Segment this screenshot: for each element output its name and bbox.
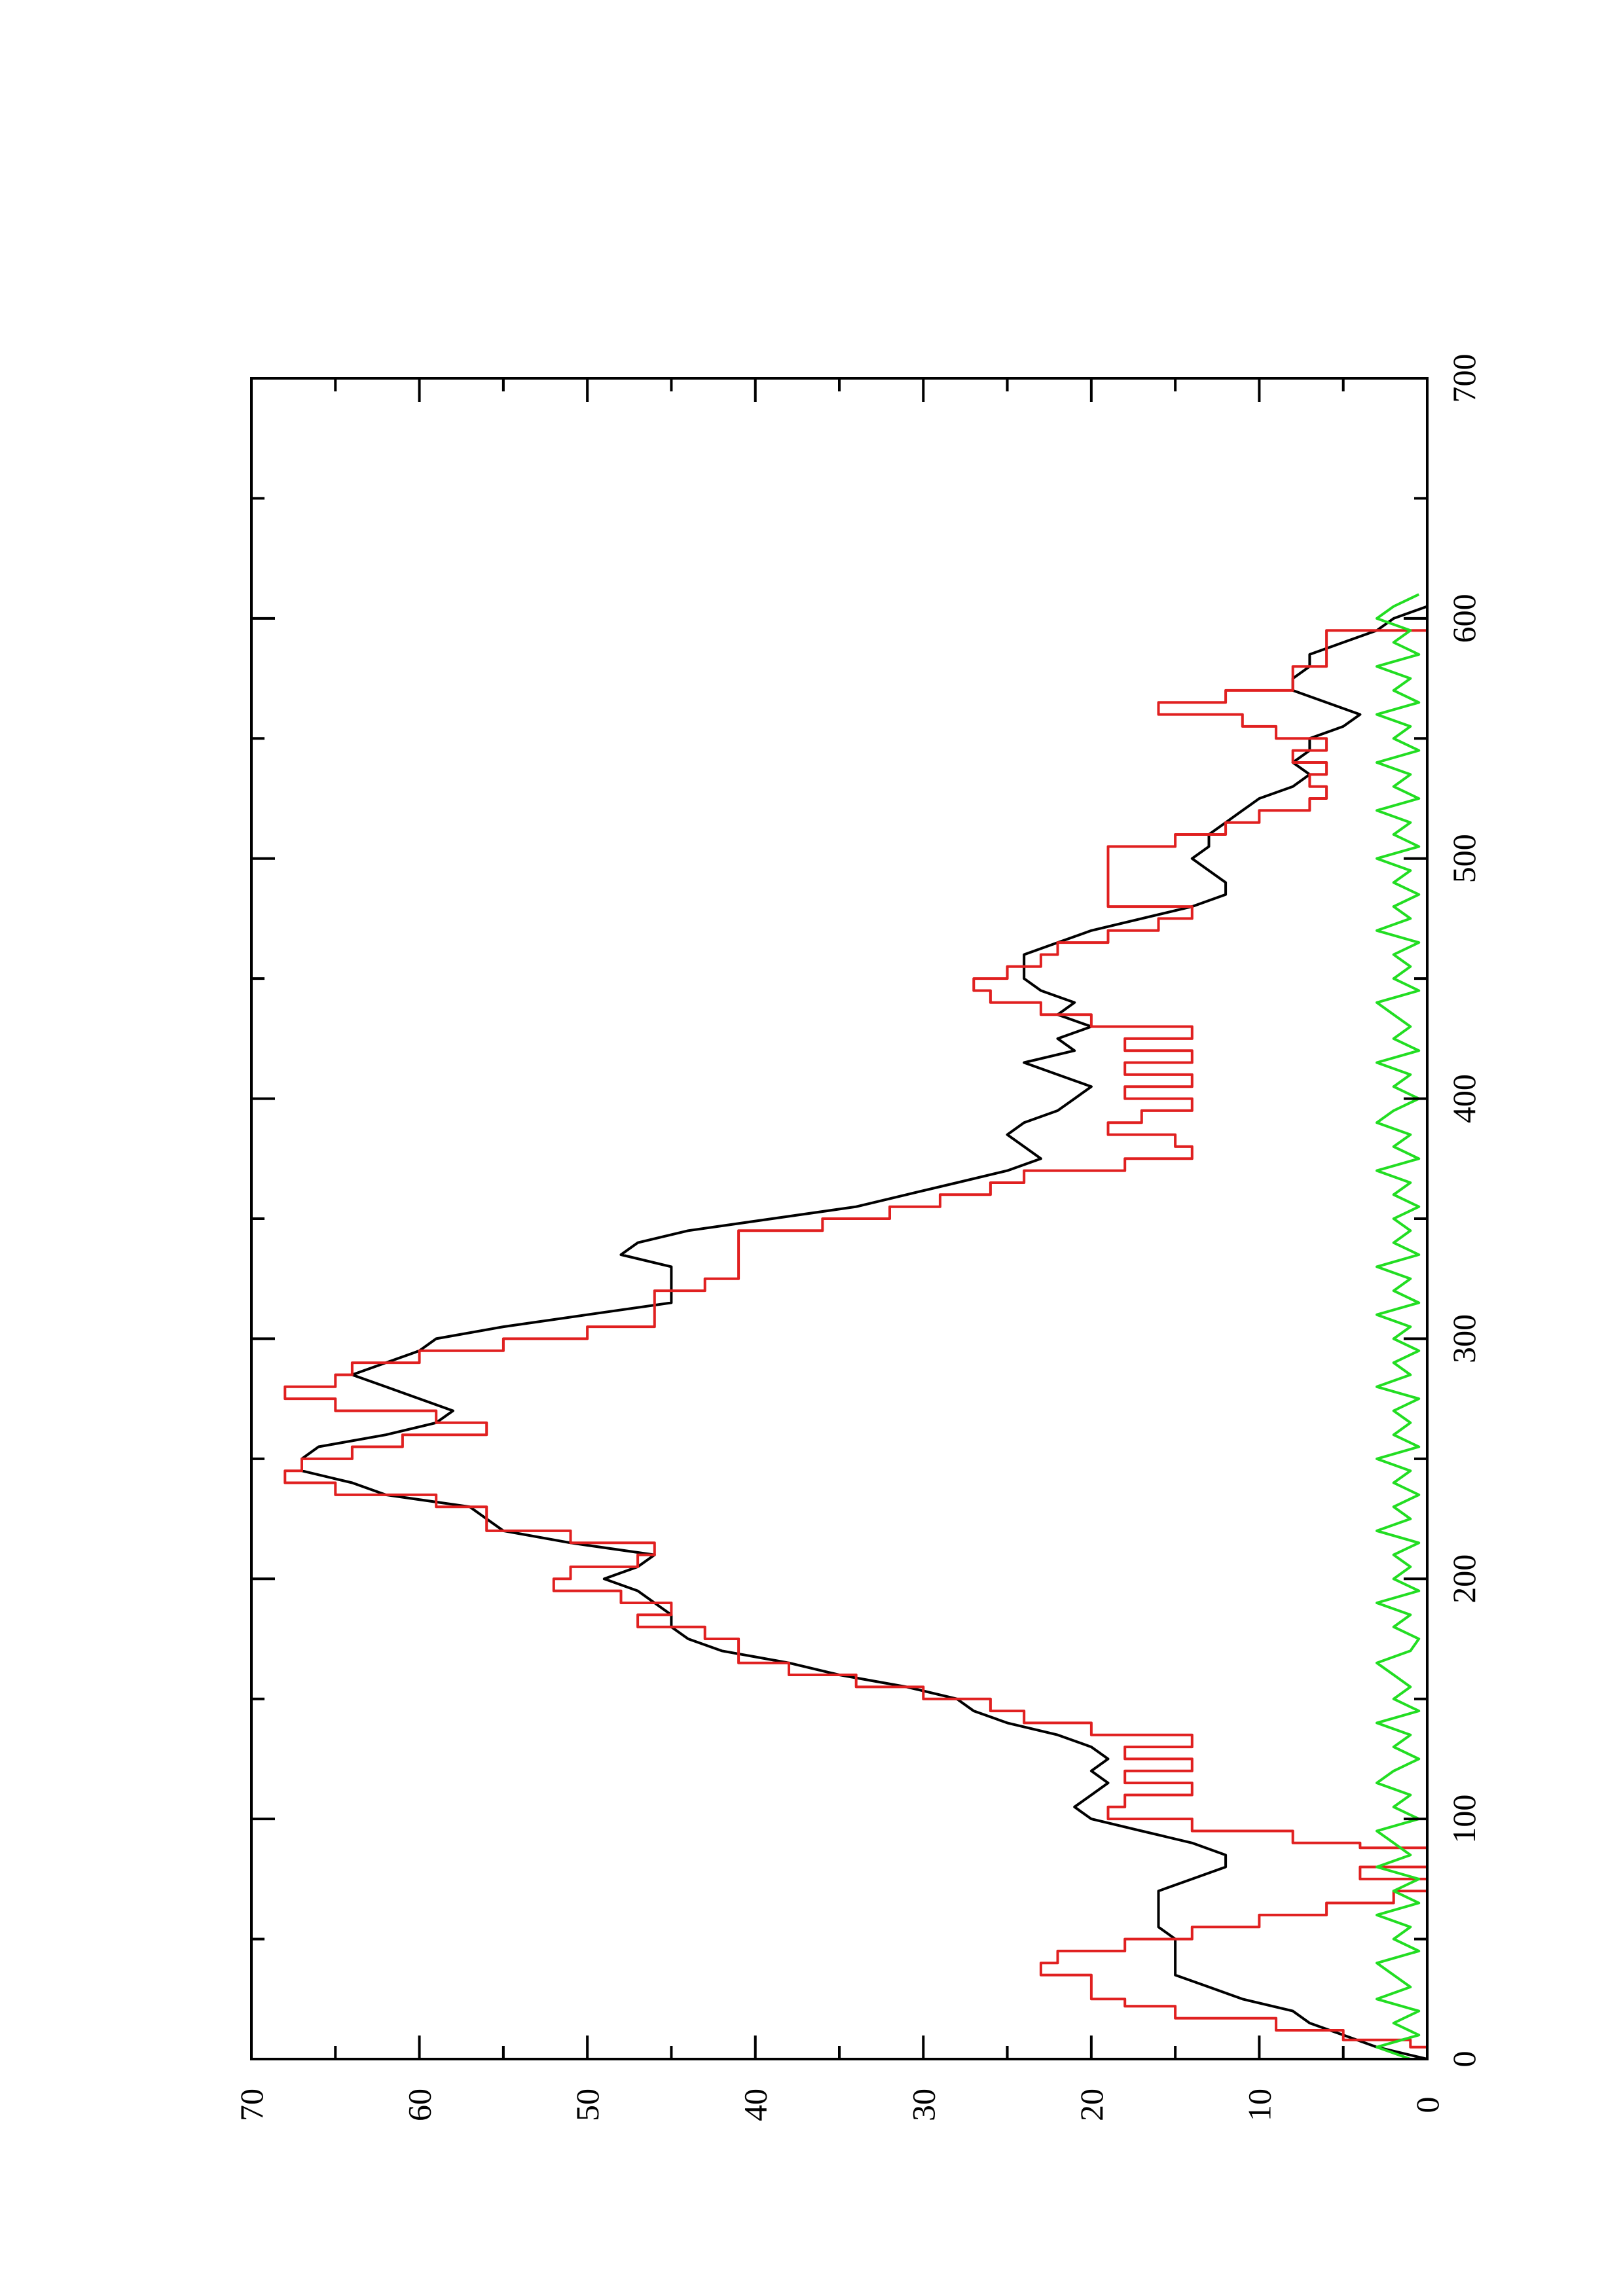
x-tick-label: 400 — [1446, 1074, 1482, 1123]
x-tick-label: 600 — [1446, 594, 1482, 643]
y-tick-label: 60 — [401, 2089, 438, 2121]
tick-layer: 0 100 200 300 400 500 600 700 0 10 20 30 40 50 60 70 — [233, 354, 1482, 2122]
x-tick-label: 500 — [1446, 834, 1482, 883]
x-tick-label: 700 — [1446, 354, 1482, 403]
y-tick-label: 20 — [1073, 2089, 1110, 2121]
x-tick-label: 200 — [1446, 1554, 1482, 1604]
y-tick-label: 0 — [1409, 2097, 1446, 2113]
x-tick-label: 0 — [1446, 2051, 1482, 2068]
y-tick-label: 40 — [737, 2089, 774, 2121]
x-tick-label: 100 — [1446, 1795, 1482, 1844]
series-line-3 — [1376, 593, 1421, 2060]
x-tick-label: 300 — [1446, 1314, 1482, 1363]
y-tick-label: 10 — [1241, 2089, 1277, 2121]
y-tick-label: 50 — [569, 2089, 606, 2121]
series-line-1 — [301, 605, 1428, 2060]
series-layer — [283, 593, 1429, 2060]
y-tick-label: 30 — [905, 2089, 941, 2121]
y-tick-label: 70 — [233, 2089, 270, 2121]
series-line-2 — [283, 606, 1429, 2059]
